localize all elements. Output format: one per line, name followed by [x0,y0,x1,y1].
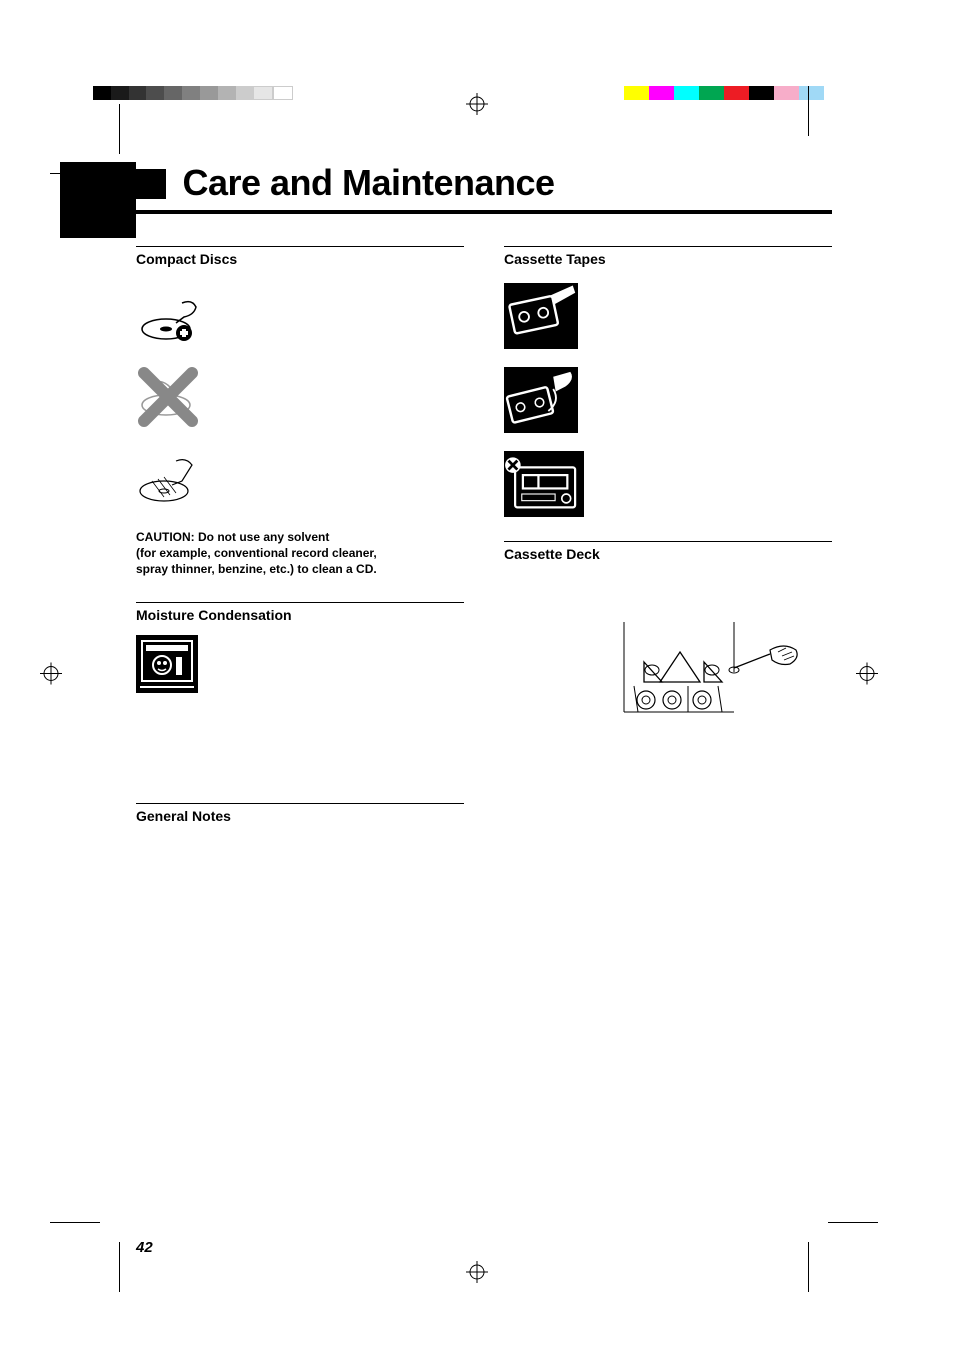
crop-mark-bottom-right [808,1222,878,1292]
cd-handling-no-illustration [136,365,206,429]
title-square-icon [136,169,166,199]
compact-discs-heading: Compact Discs [136,246,464,267]
grayscale-ramp [93,86,293,100]
cassette-illustrations [504,283,832,517]
cd-handling-yes-illustration [136,283,206,347]
moisture-heading: Moisture Condensation [136,602,464,623]
crop-mark-bottom-left [50,1222,120,1292]
registration-mark-top-center [466,93,488,120]
cd-illustrations [136,283,464,511]
general-notes-heading: General Notes [136,803,464,824]
tab-marker [60,162,136,238]
crop-mark-top-right [808,86,878,156]
caution-line-3: spray thinner, benzine, etc.) to clean a… [136,562,377,576]
deck-head-cleaning-diagram [584,622,804,722]
cassette-tapes-heading: Cassette Tapes [504,246,832,267]
cassette-deck-heading: Cassette Deck [504,541,832,562]
page-title: Care and Maintenance [182,162,554,204]
cassette-slack-illustration [504,367,578,433]
moisture-row [136,635,464,693]
cd-wipe-illustration [136,447,206,511]
cassette-pencil-illustration [504,283,578,349]
moisture-illustration [136,635,198,693]
registration-mark-bottom-center [466,1261,488,1288]
caution-text: CAUTION: Do not use any solvent (for exa… [136,529,464,578]
registration-mark-right [856,663,878,690]
caution-line-2: (for example, conventional record cleane… [136,546,377,560]
title-bar: Care and Maintenance [136,162,832,214]
color-chips [624,86,824,100]
page-content: Care and Maintenance Compact Discs [136,162,832,836]
left-column: Compact Discs [136,246,464,836]
caution-line-1: CAUTION: Do not use any solvent [136,530,329,544]
cassette-deck-no-illustration [504,451,584,517]
right-column: Cassette Tapes [504,246,832,836]
page-number: 42 [136,1239,153,1256]
registration-mark-left [40,663,62,690]
